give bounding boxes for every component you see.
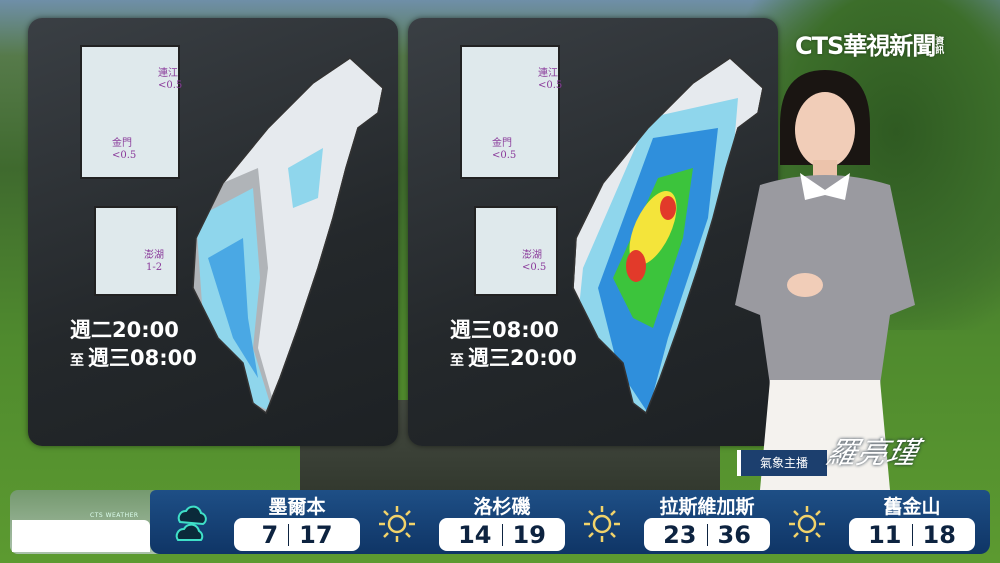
period-start: 週三08:00 — [450, 318, 559, 342]
sunny-icon — [584, 506, 620, 542]
kinmen-value: <0.5 — [112, 150, 137, 161]
penghu-value: <0.5 — [522, 262, 547, 273]
low-temp: 23 — [663, 520, 697, 549]
period-start: 週二20:00 — [70, 318, 179, 342]
sunny-icon — [379, 506, 415, 542]
city-melbourne: 墨爾本 7 17 — [162, 490, 367, 554]
inset-penghu — [94, 206, 178, 296]
kinmen-value: <0.5 — [492, 150, 517, 161]
city-las-vegas: 拉斯維加斯 23 36 — [572, 490, 777, 554]
high-temp: 17 — [299, 520, 333, 549]
cts-news-logo: CTS華視新聞資訊 — [795, 32, 944, 60]
cloudy-icon — [175, 505, 207, 541]
period-end: 週三20:00 — [468, 346, 577, 370]
world-weather-ticker: 墨爾本 7 17 洛杉磯 14 19 拉斯維加斯 23 36 舊金山 11 18 — [150, 490, 990, 554]
low-temp: 7 — [261, 520, 279, 549]
inset-matsu-kinmen — [460, 45, 560, 179]
period-label: 週二20:00 至週三08:00 — [70, 316, 197, 375]
city-name: 洛杉磯 — [473, 496, 531, 518]
matsu-label: 連江 — [158, 68, 178, 79]
penghu-label: 澎湖 — [522, 250, 542, 261]
high-temp: 36 — [717, 520, 751, 549]
temperature-range: 7 17 — [234, 518, 360, 551]
ticker-blank-box — [12, 520, 150, 552]
city-name: 拉斯維加斯 — [659, 496, 755, 518]
period-to: 至 — [450, 353, 464, 369]
presenter-caption: 氣象主播 — [737, 450, 827, 476]
high-temp: 19 — [512, 520, 546, 549]
city-los-angeles: 洛杉磯 14 19 — [367, 490, 572, 554]
sunny-icon — [789, 506, 825, 542]
presenter-signature: 羅亮瑾 — [822, 436, 922, 471]
rainfall-map-panel-2: 連江 <0.5 金門 <0.5 澎湖 <0.5 週三08:00 至週三20:00 — [408, 18, 778, 446]
city-san-francisco: 舊金山 11 18 — [777, 490, 982, 554]
penghu-label: 澎湖 — [144, 250, 164, 261]
taiwan-rainfall-map — [572, 57, 764, 414]
period-end: 週三08:00 — [88, 346, 197, 370]
temperature-range: 14 19 — [439, 518, 565, 551]
inset-penghu — [474, 206, 558, 296]
matsu-value: <0.5 — [538, 80, 563, 91]
city-name: 舊金山 — [883, 496, 941, 518]
matsu-label: 連江 — [538, 68, 558, 79]
ticker-brand: CTS WEATHER — [90, 512, 139, 519]
taiwan-rainfall-map — [192, 57, 384, 414]
inset-matsu-kinmen — [80, 45, 180, 179]
kinmen-label: 金門 — [112, 138, 132, 149]
temperature-range: 23 36 — [644, 518, 770, 551]
matsu-value: <0.5 — [158, 80, 183, 91]
period-label: 週三08:00 至週三20:00 — [450, 316, 577, 375]
temperature-range: 11 18 — [849, 518, 975, 551]
period-to: 至 — [70, 353, 84, 369]
city-name: 墨爾本 — [268, 496, 326, 518]
kinmen-label: 金門 — [492, 138, 512, 149]
high-temp: 18 — [922, 520, 956, 549]
rainfall-map-panel-1: 連江 <0.5 金門 <0.5 澎湖 1-2 週二20:00 至週三08:00 — [28, 18, 398, 446]
low-temp: 14 — [458, 520, 492, 549]
low-temp: 11 — [868, 520, 902, 549]
penghu-value: 1-2 — [146, 262, 163, 273]
